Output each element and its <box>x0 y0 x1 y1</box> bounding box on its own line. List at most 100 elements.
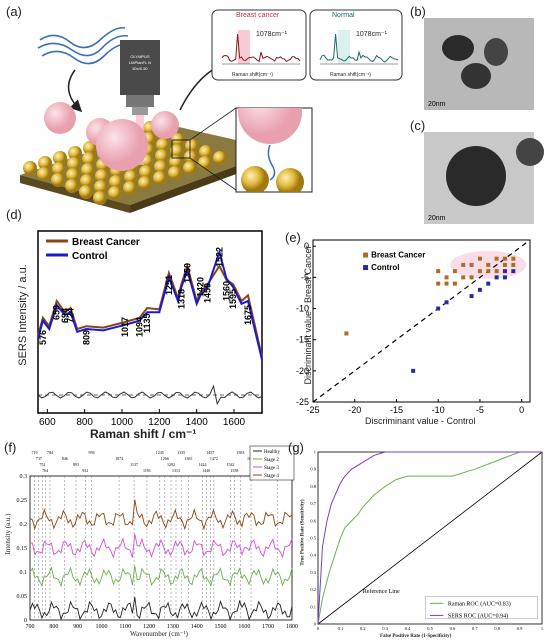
panel-a-illustration: OLYMPUS LMPlanFL N 50x/0.50 <box>0 0 400 215</box>
scatter-point <box>436 307 440 311</box>
x-tick-label: 0 <box>317 626 320 631</box>
legend-entry: Healthy <box>264 450 280 455</box>
scatter-point <box>478 288 482 292</box>
peak-label: 724 <box>65 308 75 323</box>
legend-control: Control <box>371 263 399 272</box>
legend-swatch-control <box>363 265 368 270</box>
scatter-point <box>470 275 474 279</box>
peak-label: 932 <box>82 468 88 473</box>
peak-label: 737 <box>36 456 42 461</box>
panel-f: (f) 700 800 900 1000 1100 1200 1300 1400 1500 160… <box>0 440 300 643</box>
y-tick-label: 1 <box>314 450 316 455</box>
gold-nanoparticle <box>65 179 79 193</box>
tem-image-c: 20nm <box>424 132 534 224</box>
panel-g-ylabel: True Positive Rate (Sensitivity) <box>301 478 306 588</box>
panel-d-xlabel: Raman shift / cm⁻¹ <box>90 427 196 441</box>
peak-label: 1522 <box>214 247 224 267</box>
scatter-point <box>495 257 499 261</box>
x-tick-label: 600 <box>39 417 56 428</box>
gold-nanoparticle <box>138 176 152 190</box>
peak-label: 1335 <box>177 450 185 455</box>
diagonal-line <box>313 240 530 402</box>
gold-nanoparticle <box>51 173 65 187</box>
inset-normal-xlabel: Raman shift(cm⁻¹) <box>330 72 371 78</box>
inset-breast-peak: 1078cm⁻¹ <box>256 30 287 38</box>
inset-breast-xlabel: Raman shift(cm⁻¹) <box>232 72 273 78</box>
peak-label: 1135 <box>142 313 152 333</box>
peak-label: 1558 <box>230 468 238 473</box>
x-tick-label: 0.9 <box>517 626 523 631</box>
peak-label: 1017 <box>120 317 130 337</box>
gold-nanoparticle <box>198 156 212 170</box>
y-tick-label: 0 <box>24 618 27 624</box>
panel-e-ylabel: Discriminant value - Breast Cancer <box>303 230 313 400</box>
gold-nanoparticle <box>108 186 122 200</box>
scatter-point <box>470 263 474 267</box>
panel-e-chart: -25 -20 -15 -10 -5 00-5-10-15-20-25Breast Can… <box>285 230 550 430</box>
gold-nanoparticle <box>213 151 227 165</box>
scatter-point <box>503 263 507 267</box>
scatter-point <box>495 269 499 273</box>
peak-label: 1583 <box>236 450 244 455</box>
x-tick-label: -20 <box>348 405 361 415</box>
peak-label: 809 <box>81 330 91 345</box>
peak-label: 1245 <box>156 450 164 455</box>
scatter-point <box>495 275 499 279</box>
scatter-point <box>503 275 507 279</box>
peak-label: 1675 <box>243 305 253 325</box>
y-tick-label: 0.7 <box>310 501 316 506</box>
legend-breast: Breast Cancer <box>72 237 140 248</box>
x-tick-label: 0 <box>519 405 524 415</box>
scatter-point <box>411 369 415 373</box>
x-tick-label: 1400 <box>191 624 203 630</box>
x-tick-label: 0.5 <box>427 626 433 631</box>
peak-label: 1251 <box>164 275 174 295</box>
scatter-point <box>445 282 449 286</box>
scatter-point <box>461 275 465 279</box>
peak-label: 1459 <box>203 283 213 303</box>
series-line-stage-2 <box>30 566 292 586</box>
panel-g: (g) 0 0 0.1 0.1 0.2 0.2 0.3 0.3 0.4 0.4 0.5 0.5 0.6 0… <box>300 440 550 643</box>
peak-label: 752 <box>39 462 45 467</box>
series-line-stage-3 <box>30 534 292 557</box>
peak-label: 893 <box>73 462 79 467</box>
panel-f-ylabel: Intensity (a.u.) <box>4 504 12 564</box>
y-tick-label: 0.4 <box>310 553 316 558</box>
x-tick-label: 0.4 <box>405 626 411 631</box>
panel-e-xlabel: Discriminant value - Control <box>365 416 476 426</box>
peak-label: 958 <box>88 450 94 455</box>
gold-nanoparticle <box>168 166 182 180</box>
legend-raman: Raman ROC (AUC=0.83) <box>448 600 511 607</box>
x-tick-label: 1 <box>541 626 543 631</box>
scatter-point <box>511 269 515 273</box>
gold-nanoparticle <box>153 171 167 185</box>
gold-nanoparticle <box>183 161 197 175</box>
peak-label: 1350 <box>182 263 192 283</box>
scatter-point <box>503 257 507 261</box>
peak-label: 764 <box>42 468 48 473</box>
gold-nanoparticle <box>123 181 137 195</box>
peak-label: 719 <box>32 450 38 455</box>
x-tick-label: 1700 <box>262 624 274 630</box>
peak-label: 1191 <box>143 468 151 473</box>
inset-normal-title: Normal <box>332 12 355 19</box>
panel-c-label: (c) <box>410 118 425 133</box>
y-tick-label: 0.05 <box>17 594 28 600</box>
x-tick-label: 0.7 <box>472 626 478 631</box>
x-tick-label: 1600 <box>238 624 250 630</box>
scatter-point <box>461 263 465 267</box>
scatter-point <box>503 269 507 273</box>
x-tick-label: 700 <box>26 624 35 630</box>
peak-label: 1313 <box>172 468 180 473</box>
y-tick-label: 0.6 <box>310 518 316 523</box>
y-tick-label: 0.8 <box>310 484 316 489</box>
x-tick-label: 0.6 <box>450 626 456 631</box>
inset-breast-title: Breast cancer <box>236 12 279 19</box>
legend-sers: SERS ROC (AUC=0.94) <box>448 612 508 619</box>
peak-label: 1137 <box>130 462 138 467</box>
peak-label: 1457 <box>206 450 214 455</box>
reference-line-label: Reference Line <box>363 588 400 595</box>
gold-nanoparticle <box>93 191 107 205</box>
scatter-point <box>445 275 449 279</box>
legend-breast: Breast Cancer <box>371 251 425 260</box>
